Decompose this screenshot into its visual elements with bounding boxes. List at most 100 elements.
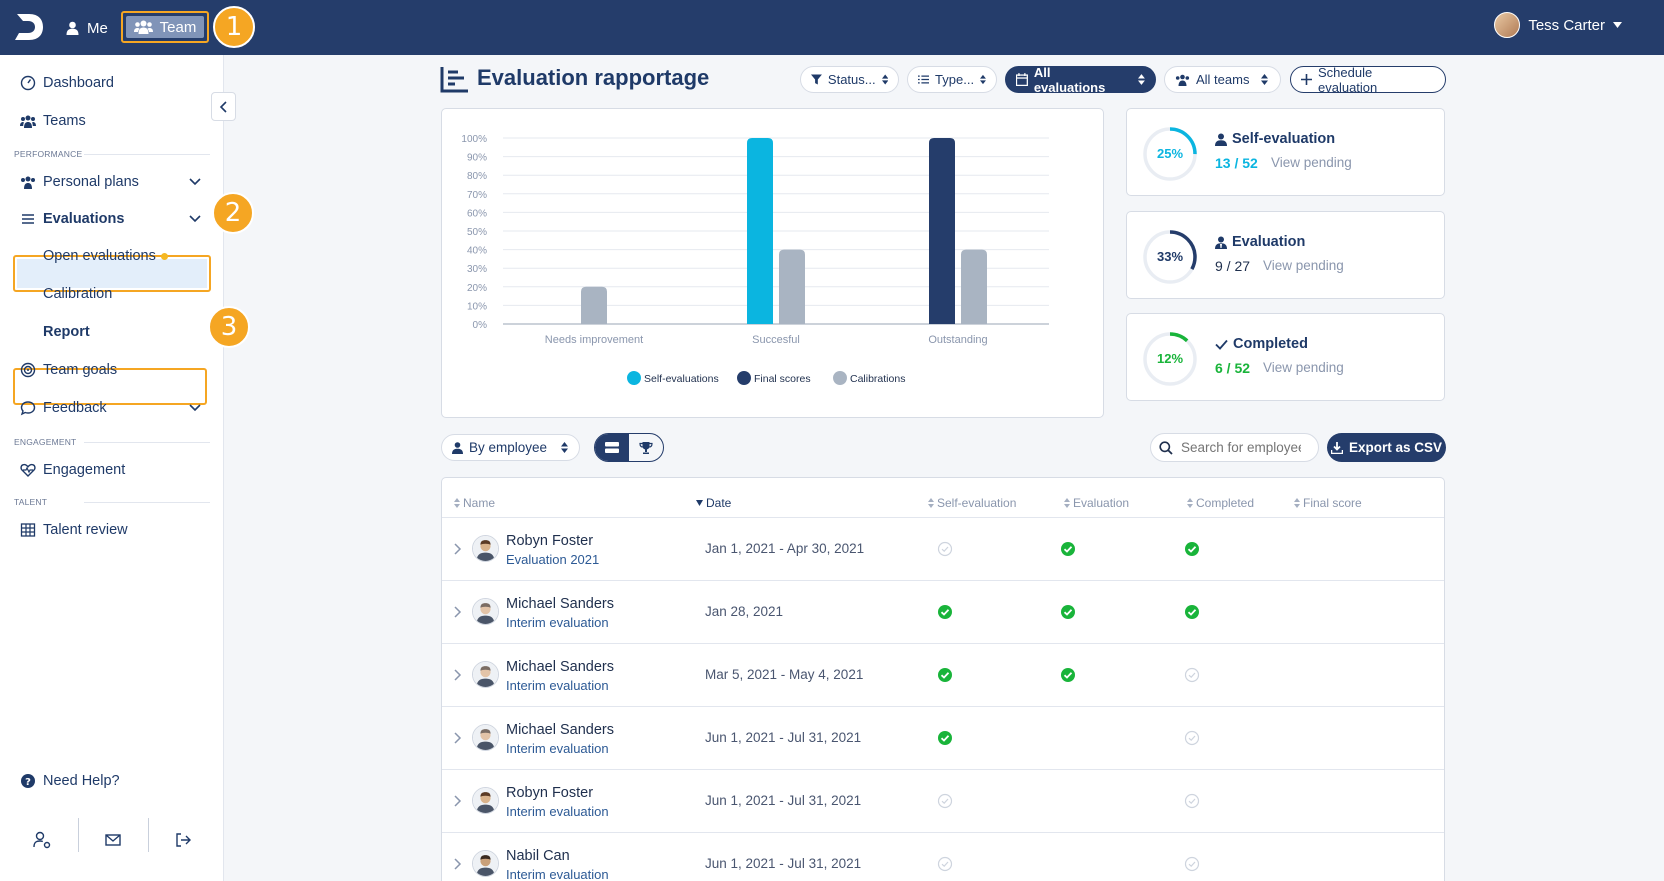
sidebar-item-engagement[interactable]: Engagement (0, 455, 224, 485)
trophy-icon (639, 441, 653, 454)
sidebar-collapse-button[interactable] (211, 92, 236, 121)
target-icon (20, 362, 36, 378)
all-teams-filter[interactable]: All teams (1164, 66, 1281, 93)
divider (442, 517, 1444, 518)
progress-percent: 25% (1157, 146, 1183, 161)
view-pending-link[interactable]: View pending (1263, 258, 1344, 273)
app-logo[interactable] (14, 12, 44, 42)
mail-icon[interactable] (103, 830, 123, 850)
avatar (472, 850, 499, 877)
sidebar-item-talent-review[interactable]: Talent review (0, 515, 224, 545)
y-tick-label: 10% (467, 301, 487, 312)
column-header-final-score[interactable]: Final score (1294, 496, 1362, 510)
sidebar-item-feedback[interactable]: Feedback (0, 393, 224, 423)
x-tick-label: Needs improvement (545, 334, 643, 346)
caret-down-icon (1613, 22, 1622, 28)
all-evaluations-filter[interactable]: All evaluations (1005, 65, 1156, 95)
sort-icon (1294, 498, 1300, 508)
x-tick-label: Succesful (752, 334, 800, 346)
chevron-right-icon[interactable] (452, 858, 462, 870)
table-row[interactable]: Michael Sanders Interim evaluation Mar 5, … (442, 644, 1444, 707)
chevron-down-icon (189, 404, 201, 412)
legend-label[interactable]: Self-evaluations (644, 373, 719, 385)
type-filter[interactable]: Type... (907, 66, 997, 93)
column-header-date[interactable]: Date (696, 496, 731, 510)
user-settings-icon[interactable] (32, 830, 52, 850)
status-filter[interactable]: Status... (800, 66, 899, 93)
bar-final-scores[interactable] (929, 138, 955, 324)
employee-name[interactable]: Michael Sanders (506, 659, 614, 675)
sort-icon (980, 74, 986, 85)
chevron-right-icon[interactable] (452, 669, 462, 681)
evaluation-name[interactable]: Evaluation 2021 (506, 552, 600, 567)
column-header-self-evaluation[interactable]: Self-evaluation (928, 496, 1016, 510)
employee-search[interactable] (1150, 433, 1319, 462)
table-row[interactable]: Michael Sanders Interim evaluation Jun 1, … (442, 707, 1444, 770)
users-icon (133, 20, 153, 34)
stat-card-completed: 12% Completed 6 / 52 View pending (1126, 313, 1445, 401)
progress-ring: 33% (1143, 230, 1197, 284)
bar-self-evaluations[interactable] (747, 138, 773, 324)
employee-name[interactable]: Robyn Foster (506, 785, 594, 801)
view-pending-link[interactable]: View pending (1271, 155, 1352, 170)
sidebar-item-personal-plans[interactable]: Personal plans (0, 167, 224, 197)
bar-calibrations[interactable] (581, 286, 607, 324)
status-filter-label: Status... (827, 72, 876, 87)
column-header-name[interactable]: Name (454, 496, 495, 510)
sidebar-item-open-evaluations[interactable]: Open evaluations (0, 241, 224, 271)
column-header-evaluation[interactable]: Evaluation (1064, 496, 1129, 510)
sidebar: Dashboard Teams PERFORMANCE Personal pla… (0, 55, 254, 881)
table-row[interactable]: Michael Sanders Interim evaluation Jan 28,… (442, 581, 1444, 644)
sidebar-item-team-goals[interactable]: Team goals (0, 355, 224, 385)
user-menu[interactable]: Tess Carter (1494, 12, 1622, 38)
stat-card-evaluation: 33% Evaluation 9 / 27 View pending (1126, 211, 1445, 299)
evaluation-name[interactable]: Interim evaluation (506, 741, 609, 756)
group-by-select[interactable]: By employee (441, 434, 580, 461)
sidebar-label-talent-review: Talent review (43, 522, 128, 538)
employee-name[interactable]: Nabil Can (506, 848, 570, 864)
need-help-label: Need Help? (43, 773, 120, 789)
bar-calibrations[interactable] (961, 249, 987, 324)
sidebar-item-evaluations[interactable]: Evaluations (0, 204, 224, 234)
need-help-link[interactable]: ? Need Help? (0, 766, 224, 796)
employee-name[interactable]: Robyn Foster (506, 533, 594, 549)
table-row[interactable]: Robyn Foster Evaluation 2021 Jan 1, 2021 -… (442, 518, 1444, 581)
bar-calibrations[interactable] (779, 249, 805, 324)
sidebar-item-calibration[interactable]: Calibration (0, 279, 224, 309)
evaluation-name[interactable]: Interim evaluation (506, 615, 609, 630)
sidebar-label-engagement: Engagement (43, 462, 126, 478)
logout-icon[interactable] (173, 830, 193, 850)
y-tick-label: 0% (473, 320, 488, 331)
nav-team[interactable]: Team (121, 11, 209, 43)
nav-me[interactable]: Me (66, 16, 108, 40)
schedule-evaluation-button[interactable]: Schedule evaluation (1290, 65, 1446, 95)
sidebar-item-report[interactable]: Report (0, 317, 224, 347)
column-header-completed[interactable]: Completed (1187, 496, 1254, 510)
table-row[interactable]: Robyn Foster Interim evaluation Jun 1, 202… (442, 770, 1444, 833)
sidebar-label-dashboard: Dashboard (43, 75, 114, 91)
sidebar-item-teams[interactable]: Teams (0, 106, 224, 136)
chevron-right-icon[interactable] (452, 732, 462, 744)
calendar-icon (1016, 73, 1028, 86)
evaluation-name[interactable]: Interim evaluation (506, 804, 609, 819)
chevron-right-icon[interactable] (452, 606, 462, 618)
evaluation-name[interactable]: Interim evaluation (506, 678, 609, 693)
sidebar-item-dashboard[interactable]: Dashboard (0, 68, 224, 98)
export-csv-button[interactable]: Export as CSV (1327, 433, 1446, 462)
evaluation-date: Mar 5, 2021 - May 4, 2021 (705, 667, 864, 682)
table-row[interactable]: Nabil Can Interim evaluation Jun 1, 2021 -… (442, 833, 1444, 881)
employee-name[interactable]: Michael Sanders (506, 596, 614, 612)
trophy-view-button[interactable] (629, 434, 663, 461)
search-input[interactable] (1181, 440, 1301, 455)
employee-name[interactable]: Michael Sanders (506, 722, 614, 738)
evaluation-name[interactable]: Interim evaluation (506, 867, 609, 881)
legend-label[interactable]: Final scores (754, 373, 811, 385)
view-pending-link[interactable]: View pending (1263, 360, 1344, 375)
chevron-right-icon[interactable] (452, 795, 462, 807)
status-done-icon (938, 605, 952, 619)
callout-badge-1: 1 (213, 6, 255, 48)
list-view-button[interactable] (595, 434, 629, 461)
comment-icon (20, 401, 36, 416)
chevron-right-icon[interactable] (452, 543, 462, 555)
legend-label[interactable]: Calibrations (850, 373, 905, 385)
